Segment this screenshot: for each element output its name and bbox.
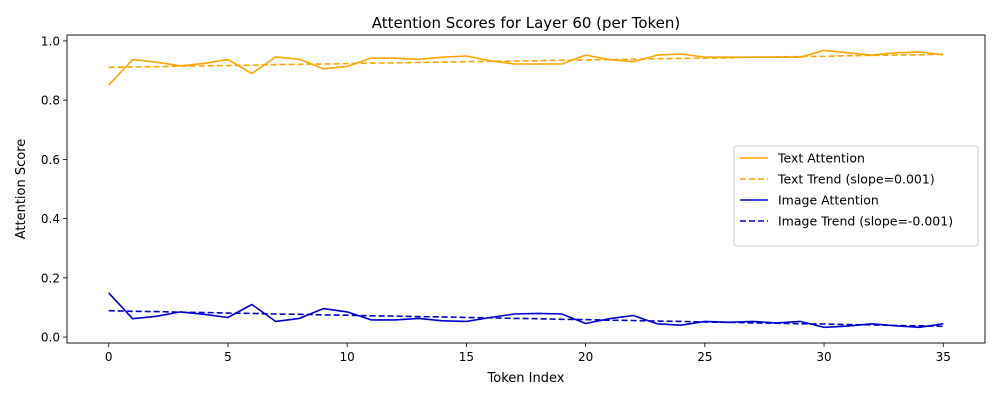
x-axis-label: Token Index (487, 371, 565, 386)
series-line-2 (108, 292, 944, 329)
x-tick-label: 10 (340, 350, 355, 364)
y-axis-label: Attention Score (14, 139, 29, 240)
chart-title: Attention Scores for Layer 60 (per Token… (372, 14, 681, 32)
y-tick-label: 0.4 (41, 212, 60, 226)
x-tick-label: 35 (936, 350, 951, 364)
y-tick-label: 0.6 (41, 153, 60, 167)
series-line-0 (108, 49, 944, 86)
legend-label: Image Trend (slope=-0.001) (778, 214, 953, 229)
y-tick-label: 0.2 (41, 271, 60, 285)
plot-frame (66, 34, 986, 344)
y-tick-label: 0.8 (41, 94, 60, 108)
x-axis: 0 5 10 15 20 25 30 35 (105, 343, 951, 364)
legend-label: Text Trend (slope=0.001) (777, 172, 935, 187)
legend-label: Image Attention (778, 193, 879, 208)
x-tick-label: 15 (459, 350, 474, 364)
y-axis: 0.0 0.2 0.4 0.6 0.8 1.0 (41, 34, 67, 345)
series-line-3 (108, 309, 944, 328)
x-tick-label: 5 (224, 350, 232, 364)
y-tick-label: 0.0 (41, 331, 60, 345)
x-tick-label: 30 (816, 350, 831, 364)
legend-label: Text Attention (777, 151, 865, 166)
y-tick-label: 1.0 (41, 34, 60, 48)
x-tick-label: 20 (578, 350, 593, 364)
legend: Text Attention Text Trend (slope=0.001) Im… (733, 145, 979, 247)
x-tick-label: 25 (697, 350, 712, 364)
series-line-1 (108, 53, 944, 69)
plot-area (108, 49, 944, 329)
x-tick-label: 0 (105, 350, 113, 364)
legend-box (733, 145, 979, 247)
